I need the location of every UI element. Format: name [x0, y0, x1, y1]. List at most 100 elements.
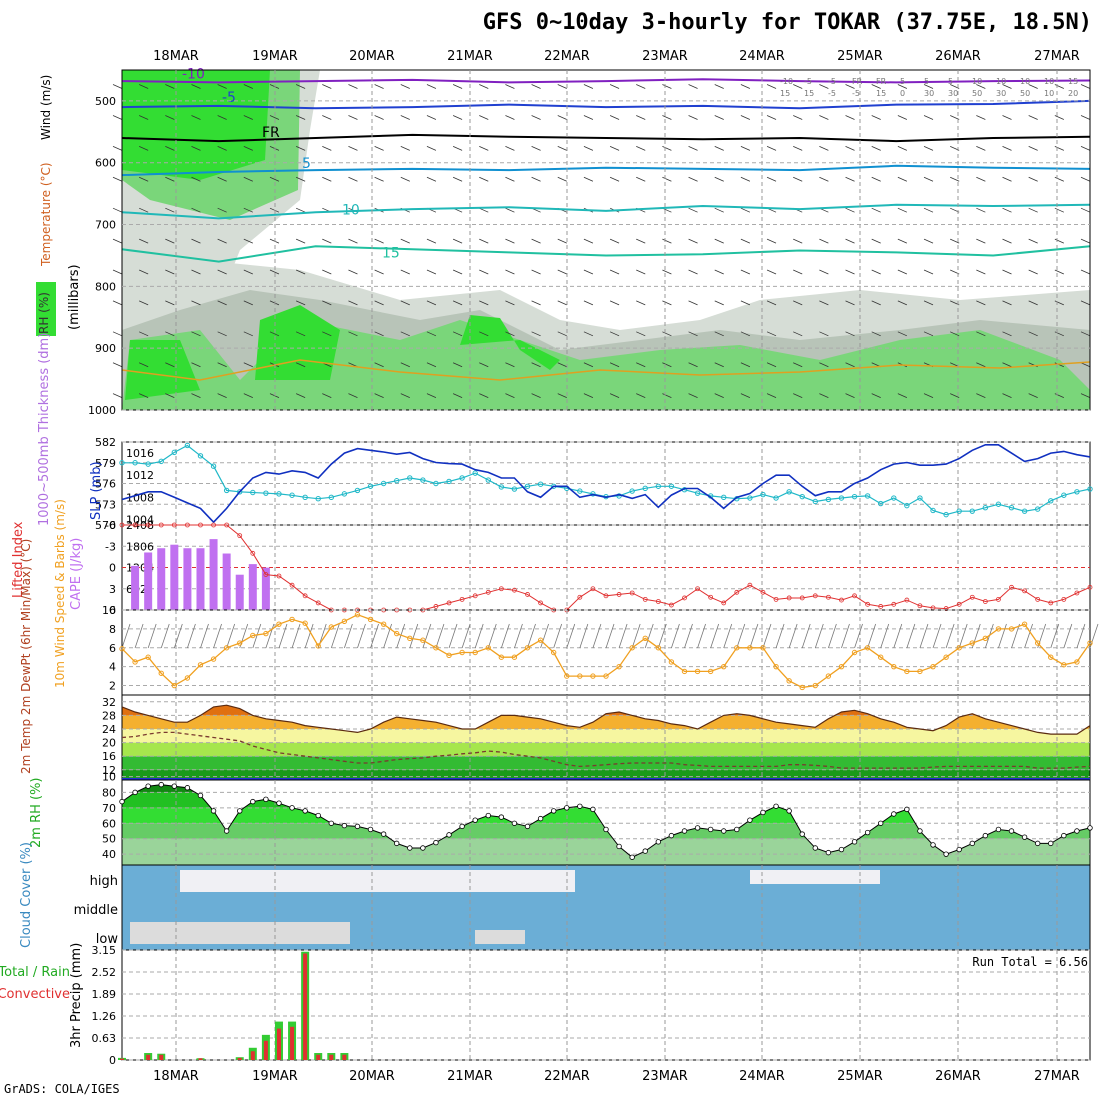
date-label-top: 21MAR	[447, 49, 493, 64]
rh-point	[472, 817, 478, 823]
rh-axis-label: RH (%)	[37, 292, 51, 334]
cross-wind-barb	[505, 362, 515, 368]
precip-legend-total: Total / Rain	[0, 965, 70, 980]
cross-wind-barb	[400, 115, 410, 120]
cross-wind-barb	[583, 145, 594, 151]
rh-point	[1087, 825, 1093, 831]
precip-axis-label: 3hr Precip (mm)	[69, 943, 84, 1048]
cloud-row-label: low	[96, 932, 119, 947]
slp-tick-label: 1008	[126, 491, 154, 504]
wind-barb	[723, 623, 733, 649]
cross-wind-barb	[243, 176, 253, 182]
rh-low-green-core-1	[125, 340, 200, 400]
cross-wind-barb	[976, 331, 986, 337]
cross-wind-barb	[295, 238, 306, 244]
thickness-point	[485, 477, 491, 483]
cross-wind-barb	[1080, 84, 1091, 89]
cross-wind-barb	[269, 238, 280, 244]
wind-barb	[239, 623, 249, 649]
cape-axis-label: CAPE (J/kg)	[69, 538, 84, 610]
cross-wind-barb	[165, 176, 175, 182]
wind-barb	[998, 623, 1007, 649]
cross-wind-barb	[1054, 176, 1065, 182]
wind-barb	[566, 623, 576, 649]
thickness-tick-label: 576	[95, 478, 116, 491]
cross-wind-barb	[348, 115, 358, 120]
wind-speed-point	[407, 635, 413, 642]
cross-wind-barb	[138, 176, 149, 182]
cross-wind-barb	[923, 115, 934, 120]
wind-speed-point	[380, 621, 387, 627]
cross-wind-barb	[976, 300, 986, 306]
thickness-point	[1008, 505, 1015, 511]
cross-wind-barb	[112, 238, 123, 244]
cross-wind-barb	[112, 207, 123, 213]
cross-wind-barb	[1054, 300, 1065, 306]
cloud-row-label: high	[90, 874, 118, 889]
cross-wind-barb	[1002, 207, 1012, 213]
cross-wind-barb	[609, 362, 620, 368]
rh-2m-tick-label: 80	[102, 786, 116, 799]
isoline-label: 20	[1068, 89, 1078, 98]
cross-wind-barb	[819, 176, 829, 182]
cross-wind-barb	[923, 145, 934, 151]
cross-wind-barb	[609, 84, 620, 89]
isotherm-line-1	[121, 99, 1091, 110]
cross-wind-barb	[845, 331, 855, 337]
isoline-label: 15	[804, 89, 814, 98]
rh-point	[184, 785, 191, 791]
cross-wind-barb	[557, 393, 567, 399]
wind-barb	[893, 623, 903, 649]
wind-speed-point	[354, 612, 361, 618]
rh-2m-tick-label: 60	[102, 817, 116, 830]
wind-speed-point	[1087, 640, 1093, 646]
cross-wind-barb	[1002, 300, 1012, 306]
cross-wind-barb	[923, 269, 934, 275]
cross-section-tick-label: 700	[95, 219, 116, 232]
rh-point	[537, 815, 544, 822]
isoline-label: 15	[1068, 77, 1078, 86]
thickness-axis-label: 1000~500mb Thickness (dm)	[37, 333, 52, 526]
rh-point	[1061, 832, 1067, 839]
isoline-label: 5	[900, 77, 905, 86]
rh-point	[943, 851, 949, 857]
date-label-bottom: 19MAR	[252, 1069, 298, 1084]
cross-wind-barb	[1054, 269, 1065, 275]
cross-wind-barb	[636, 362, 646, 368]
cross-wind-barb	[1054, 84, 1065, 89]
wind-speed-point	[681, 668, 688, 675]
wind-speed-point	[263, 630, 269, 637]
thickness-point	[995, 501, 1002, 507]
wind-speed-point	[550, 649, 557, 656]
rh-point	[577, 803, 583, 809]
wind-barb	[527, 623, 536, 649]
lifted-index-point	[839, 597, 844, 603]
cross-wind-barb	[243, 145, 253, 151]
rh-point	[276, 800, 282, 806]
thickness-point	[904, 502, 910, 509]
wind-speed-point	[276, 621, 282, 627]
cross-wind-barb	[165, 393, 175, 399]
lifted-index-point	[171, 522, 177, 528]
cross-wind-barb	[897, 269, 908, 275]
cape-bar	[131, 565, 140, 610]
cross-wind-barb	[112, 84, 123, 89]
temp-band-4	[122, 715, 1090, 729]
cross-wind-barb	[845, 176, 855, 182]
wind-barb	[854, 623, 863, 649]
lifted-index-point	[695, 586, 700, 592]
cape-bar	[209, 539, 218, 610]
cross-wind-barb	[322, 238, 332, 244]
lifted-index-point	[276, 573, 282, 579]
isoline-label: 15	[876, 89, 886, 98]
cross-wind-barb	[426, 238, 437, 244]
wind-barb	[932, 623, 942, 649]
thickness-point	[498, 484, 505, 490]
wind-speed-point	[315, 643, 321, 649]
cross-wind-barb	[243, 393, 253, 399]
cross-wind-barb	[766, 300, 777, 306]
thickness-point	[237, 489, 243, 495]
rh-point	[603, 826, 609, 833]
cross-wind-barb	[636, 393, 646, 399]
cross-wind-barb	[348, 238, 358, 244]
